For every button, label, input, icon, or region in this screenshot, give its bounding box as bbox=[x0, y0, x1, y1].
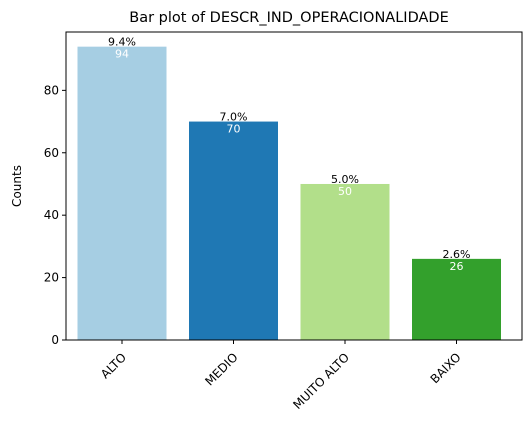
value-label-1: 70 bbox=[227, 123, 241, 136]
bar-0 bbox=[77, 46, 167, 341]
value-label-2: 50 bbox=[338, 185, 352, 198]
x-axis: ALTO MEDIO MUITO ALTO BAIXO bbox=[98, 340, 464, 412]
bar-2 bbox=[300, 183, 390, 340]
chart-title: Bar plot of DESCR_IND_OPERACIONALIDADE bbox=[129, 10, 448, 26]
plot-frame bbox=[65, 31, 523, 341]
y-axis: 0 20 40 60 80 bbox=[44, 83, 66, 347]
y-tick-label-0: 0 bbox=[51, 333, 59, 347]
bars-group bbox=[77, 46, 501, 341]
percent-label-1: 7.0% bbox=[220, 111, 248, 124]
value-label-0: 94 bbox=[115, 48, 129, 61]
x-tick-label-0: ALTO bbox=[98, 350, 129, 381]
y-tick-label-4: 80 bbox=[44, 83, 59, 97]
y-tick-label-2: 40 bbox=[44, 208, 59, 222]
x-tick-label-1: MEDIO bbox=[202, 350, 240, 388]
percent-label-2: 5.0% bbox=[331, 173, 359, 186]
bar-1 bbox=[189, 121, 278, 341]
percent-label-3: 2.6% bbox=[443, 248, 471, 261]
bar-3 bbox=[412, 258, 501, 340]
percent-label-0: 9.4% bbox=[108, 36, 136, 49]
y-tick-label-3: 60 bbox=[44, 146, 59, 160]
x-tick-label-3: BAIXO bbox=[428, 350, 464, 386]
y-axis-label: Counts bbox=[10, 165, 24, 207]
x-tick-label-2: MUITO ALTO bbox=[290, 350, 352, 412]
y-tick-label-1: 20 bbox=[44, 271, 59, 285]
data-labels-group: 9.4%94 7.0%70 5.0%50 2.6%26 bbox=[108, 36, 470, 273]
value-label-3: 26 bbox=[450, 260, 464, 273]
